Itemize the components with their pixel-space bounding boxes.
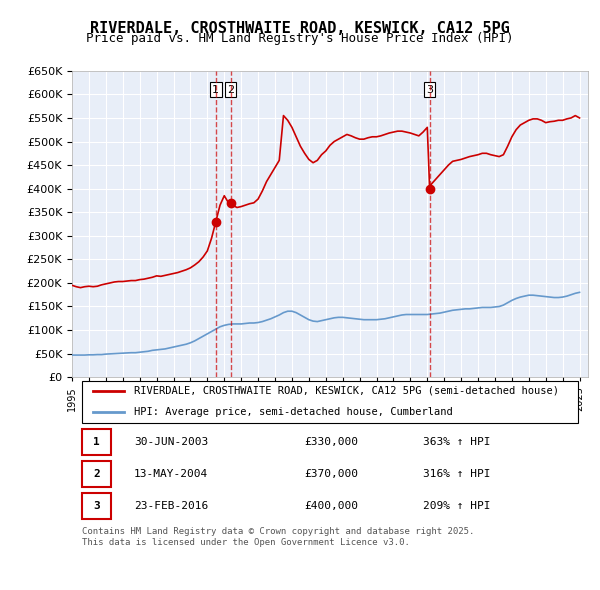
FancyBboxPatch shape bbox=[82, 381, 578, 423]
Text: 23-FEB-2016: 23-FEB-2016 bbox=[134, 502, 208, 511]
Text: £400,000: £400,000 bbox=[304, 502, 358, 511]
Text: 363% ↑ HPI: 363% ↑ HPI bbox=[423, 437, 490, 447]
Text: RIVERDALE, CROSTHWAITE ROAD, KESWICK, CA12 5PG: RIVERDALE, CROSTHWAITE ROAD, KESWICK, CA… bbox=[90, 21, 510, 35]
Text: HPI: Average price, semi-detached house, Cumberland: HPI: Average price, semi-detached house,… bbox=[134, 407, 452, 417]
Text: 1: 1 bbox=[212, 84, 220, 94]
Text: RIVERDALE, CROSTHWAITE ROAD, KESWICK, CA12 5PG (semi-detached house): RIVERDALE, CROSTHWAITE ROAD, KESWICK, CA… bbox=[134, 386, 559, 396]
FancyBboxPatch shape bbox=[82, 429, 110, 455]
FancyBboxPatch shape bbox=[82, 461, 110, 487]
Text: Price paid vs. HM Land Registry's House Price Index (HPI): Price paid vs. HM Land Registry's House … bbox=[86, 32, 514, 45]
Text: 316% ↑ HPI: 316% ↑ HPI bbox=[423, 469, 490, 479]
FancyBboxPatch shape bbox=[82, 493, 110, 519]
Text: 1: 1 bbox=[93, 437, 100, 447]
Text: £370,000: £370,000 bbox=[304, 469, 358, 479]
Text: 209% ↑ HPI: 209% ↑ HPI bbox=[423, 502, 490, 511]
Text: 30-JUN-2003: 30-JUN-2003 bbox=[134, 437, 208, 447]
Text: 2: 2 bbox=[93, 469, 100, 479]
Text: £330,000: £330,000 bbox=[304, 437, 358, 447]
Text: 13-MAY-2004: 13-MAY-2004 bbox=[134, 469, 208, 479]
Text: 2: 2 bbox=[227, 84, 234, 94]
Text: Contains HM Land Registry data © Crown copyright and database right 2025.
This d: Contains HM Land Registry data © Crown c… bbox=[82, 527, 475, 546]
Text: 3: 3 bbox=[426, 84, 433, 94]
Text: 3: 3 bbox=[93, 502, 100, 511]
